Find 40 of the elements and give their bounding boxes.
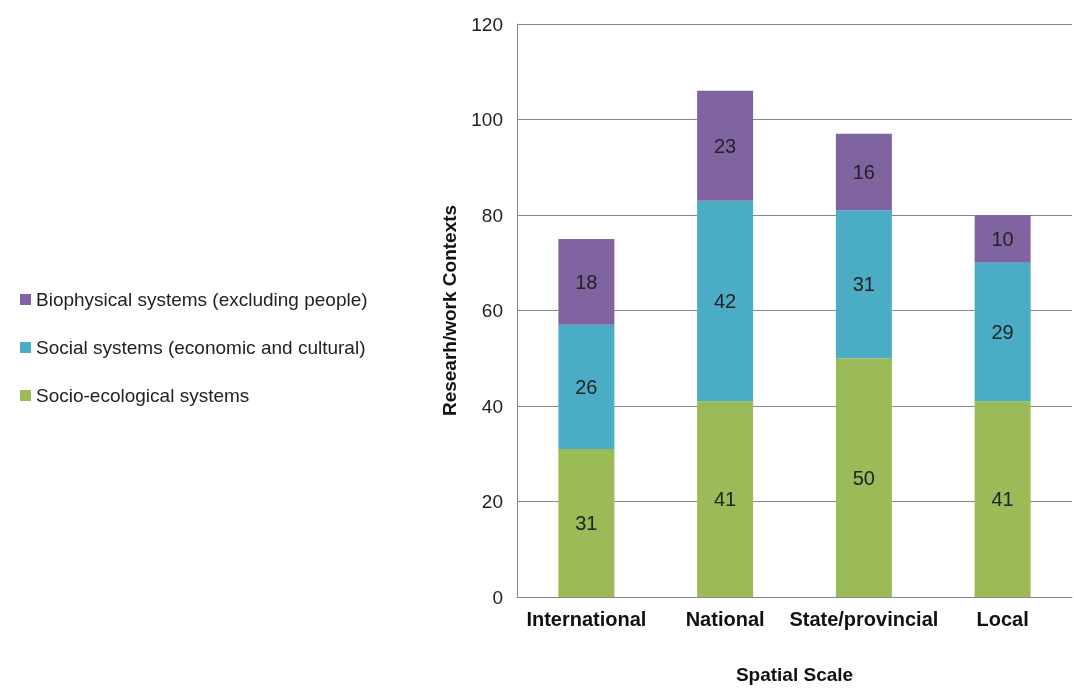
y-tick-label: 20 [481,491,503,512]
bar [974,401,1031,597]
x-tick-label: Local [976,608,1029,630]
bar [835,133,892,211]
bar [835,358,892,597]
data-label: 18 [575,270,598,293]
data-label: 41 [991,488,1014,511]
data-label: 41 [714,488,737,511]
bar [697,90,754,201]
bar [835,210,892,359]
x-axis-title: Spatial Scale [735,664,854,685]
bar [558,324,615,449]
y-axis-title: Researh/work Contexts [439,204,460,417]
data-label: 16 [852,161,875,184]
y-tick-label: 60 [481,300,503,321]
y-tick-label: 100 [471,109,503,130]
data-label: 31 [852,273,875,296]
y-tick-label: 120 [471,13,503,35]
x-tick-label: International [526,608,647,630]
x-tick-label: National [685,608,765,630]
bar [697,200,754,402]
bar [558,448,615,597]
bar [974,215,1031,263]
y-tick-label: 0 [492,586,503,608]
data-label: 26 [575,375,598,398]
legend-label: Biophysical systems (excluding people) [36,289,368,310]
legend-label: Social systems (economic and cultural) [36,337,366,358]
bar [974,262,1031,402]
data-label: 31 [575,511,598,534]
data-label: 10 [991,227,1014,250]
y-tick-label: 80 [481,204,503,226]
bar [697,401,754,597]
data-label: 42 [714,289,737,312]
y-tick-label: 40 [481,395,503,417]
data-label: 29 [991,320,1014,343]
bar [558,238,615,325]
legend-label: Socio-ecological systems [36,385,250,406]
data-label: 23 [714,134,737,157]
x-tick-label: State/provincial [789,608,939,630]
data-label: 50 [852,466,875,489]
